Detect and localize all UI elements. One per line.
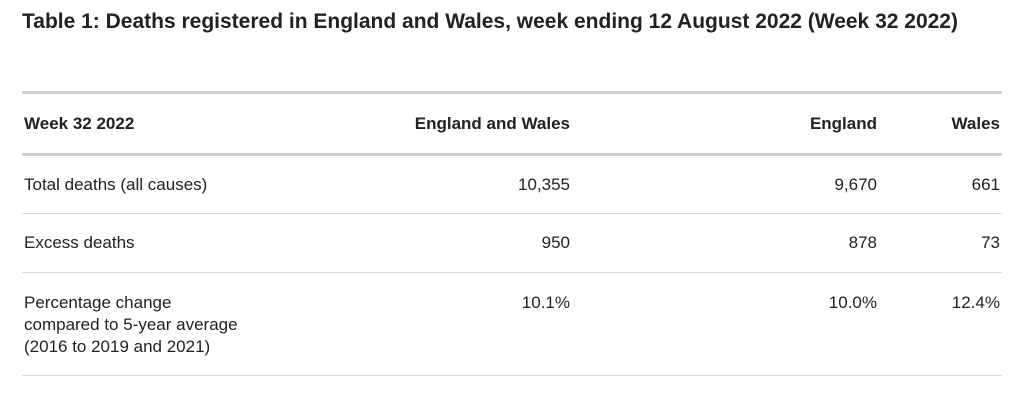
row-label: Total deaths (all causes) [24, 174, 208, 194]
table-row: Total deaths (all causes) 10,355 9,670 6… [22, 155, 1002, 214]
cell: 12.4% [951, 293, 1000, 312]
cell: 878 [848, 233, 877, 252]
cell: 10,355 [518, 174, 570, 194]
cell: 9,670 [834, 174, 877, 194]
table-body: Total deaths (all causes) 10,355 9,670 6… [22, 155, 1002, 376]
table-head: Week 32 2022 England and Wales England W… [22, 92, 1002, 155]
table-row: Percentage change compared to 5-year ave… [22, 273, 1002, 376]
column-header: Week 32 2022 [24, 113, 135, 133]
cell: 73 [981, 233, 1000, 252]
cell: 661 [971, 174, 1000, 194]
row-label: Percentage change compared to 5-year ave… [24, 293, 238, 356]
column-header: England and Wales [414, 113, 570, 133]
cell: 10.1% [521, 293, 570, 312]
cell: 950 [541, 233, 570, 252]
column-header: Wales [951, 113, 1000, 133]
column-header: England [809, 113, 877, 133]
table-title: Table 1: Deaths registered in England an… [22, 10, 958, 33]
deaths-table: Week 32 2022 England and Wales England W… [22, 91, 1002, 376]
cell: 10.0% [828, 293, 877, 312]
row-label: Excess deaths [24, 233, 135, 252]
header-row: Week 32 2022 England and Wales England W… [22, 92, 1002, 155]
table-row: Excess deaths 950 878 73 [22, 214, 1002, 273]
